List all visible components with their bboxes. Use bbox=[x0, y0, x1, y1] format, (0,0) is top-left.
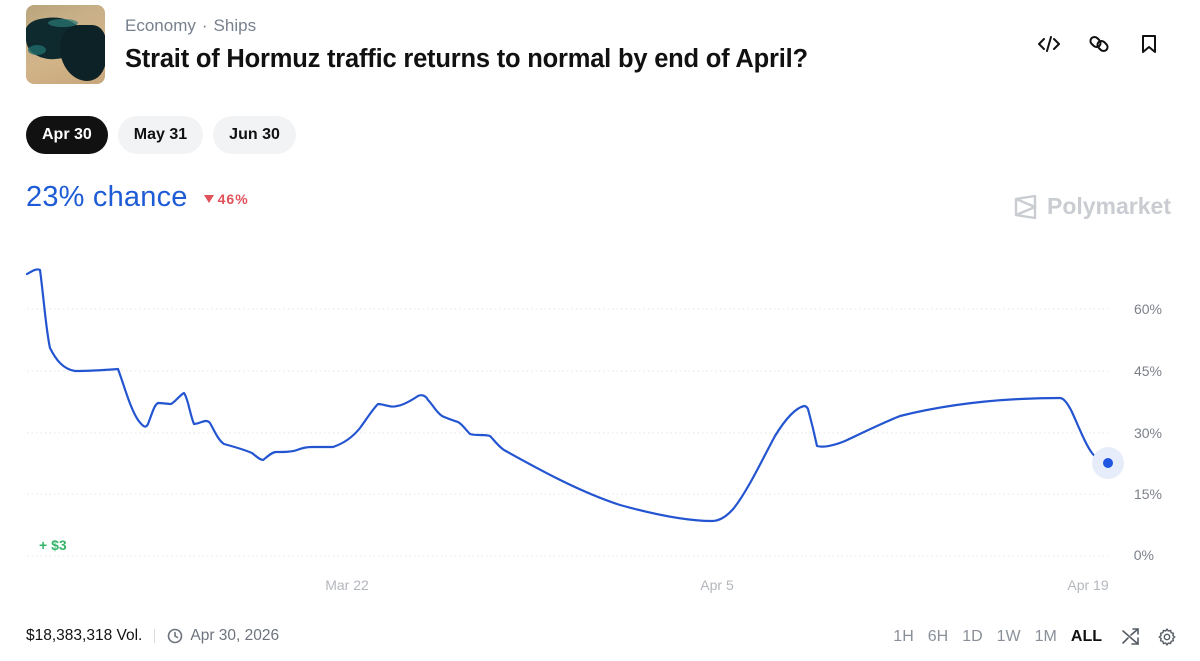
link-icon bbox=[1089, 35, 1109, 53]
x-tick-apr-5: Apr 5 bbox=[700, 577, 734, 593]
breadcrumb-ships[interactable]: Ships bbox=[213, 15, 257, 35]
bookmark-icon bbox=[1142, 35, 1156, 53]
copy-link-button[interactable] bbox=[1088, 33, 1110, 55]
settings-button[interactable] bbox=[1156, 626, 1178, 648]
header-actions bbox=[1038, 33, 1160, 55]
end-date: Apr 30, 2026 bbox=[167, 627, 279, 645]
y-tick-0: 0% bbox=[1133, 547, 1154, 563]
end-date-value: Apr 30, 2026 bbox=[190, 627, 280, 644]
tab-jun-30[interactable]: Jun 30 bbox=[213, 116, 296, 154]
code-icon bbox=[1038, 36, 1060, 52]
divider bbox=[154, 629, 156, 643]
pnl-label: + $3 bbox=[39, 537, 67, 553]
volume: $18,383,318 Vol. bbox=[26, 627, 143, 644]
bookmark-button[interactable] bbox=[1138, 33, 1160, 55]
chance-value: 23% chance bbox=[26, 181, 188, 213]
breadcrumb-separator: · bbox=[201, 15, 208, 35]
market-stats: $18,383,318 Vol. Apr 30, 2026 bbox=[26, 627, 279, 645]
y-tick-60: 60% bbox=[1133, 301, 1162, 317]
probability-chart[interactable] bbox=[0, 250, 1200, 610]
y-tick-45: 45% bbox=[1133, 363, 1162, 379]
polymarket-logo-icon bbox=[1014, 194, 1037, 219]
range-all[interactable]: ALL bbox=[1070, 628, 1102, 645]
brand-name: Polymarket bbox=[1046, 193, 1171, 219]
chance-delta: 46% bbox=[203, 191, 249, 207]
range-1h[interactable]: 1H bbox=[893, 628, 914, 645]
x-tick-apr-19: Apr 19 bbox=[1067, 577, 1109, 593]
range-6h[interactable]: 6H bbox=[927, 628, 949, 645]
x-tick-mar-22: Mar 22 bbox=[325, 577, 369, 593]
y-tick-15: 15% bbox=[1133, 486, 1162, 502]
delta-value: 46% bbox=[217, 191, 249, 207]
down-triangle-icon bbox=[203, 195, 214, 203]
price-line bbox=[25, 268, 1110, 523]
breadcrumb: Economy · Ships bbox=[125, 16, 808, 36]
shuffle-button[interactable] bbox=[1120, 626, 1142, 648]
date-tabs: Apr 30 May 31 Jun 30 bbox=[26, 116, 296, 154]
market-thumbnail bbox=[26, 5, 105, 84]
current-point[interactable] bbox=[1103, 458, 1113, 468]
grid-lines bbox=[27, 308, 1108, 557]
market-header: Economy · Ships Strait of Hormuz traffic… bbox=[26, 5, 808, 84]
breadcrumb-economy[interactable]: Economy bbox=[125, 15, 196, 35]
range-1d[interactable]: 1D bbox=[962, 628, 983, 645]
range-1w[interactable]: 1W bbox=[996, 628, 1021, 645]
clock-icon bbox=[168, 628, 183, 644]
embed-button[interactable] bbox=[1038, 33, 1060, 55]
y-tick-30: 30% bbox=[1133, 425, 1162, 441]
range-1m[interactable]: 1M bbox=[1034, 628, 1057, 645]
time-range-controls: 1H 6H 1D 1W 1M ALL bbox=[893, 626, 1178, 648]
tab-apr-30[interactable]: Apr 30 bbox=[26, 116, 108, 154]
chance-summary: 23% chance 46% bbox=[26, 181, 249, 214]
polymarket-watermark: Polymarket bbox=[1013, 193, 1171, 220]
gear-icon bbox=[1158, 628, 1176, 646]
page-title: Strait of Hormuz traffic returns to norm… bbox=[125, 44, 808, 73]
tab-may-31[interactable]: May 31 bbox=[117, 116, 204, 154]
shuffle-icon bbox=[1122, 628, 1139, 645]
